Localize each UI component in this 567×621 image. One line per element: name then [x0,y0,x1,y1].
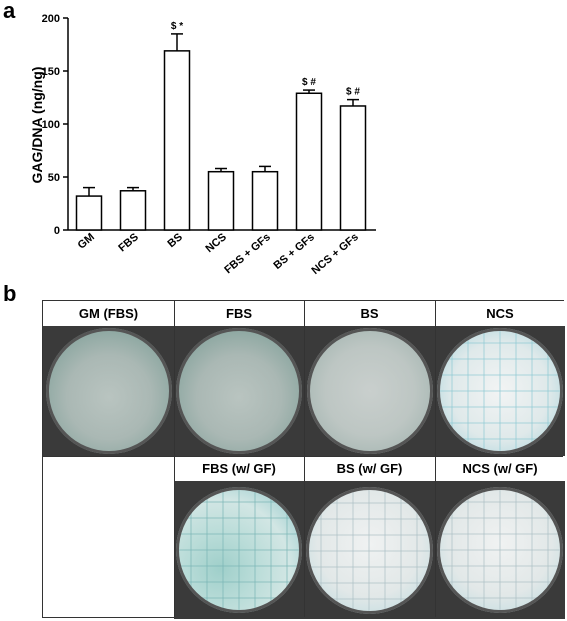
panel-b-letter: b [3,281,17,306]
staining-cell: FBS [174,301,304,456]
well-image [174,326,304,456]
bar [207,170,235,231]
culture-well [45,328,172,454]
x-tick-label: FBS + GFs [222,231,273,276]
significance-label: $ # [302,77,316,88]
culture-well [306,486,433,614]
grid-divider [43,456,563,457]
staining-cell: FBS (w/ GF) [174,456,304,619]
y-tick-label: 100 [42,119,60,131]
x-tick-label: BS + GFs [272,231,317,272]
x-tick-label: BS [166,231,185,250]
condition-label: FBS [174,301,304,327]
culture-well [306,328,433,454]
condition-label: BS (w/ GF) [304,456,435,482]
well-image [435,326,565,456]
staining-cell: NCS [435,301,565,456]
culture-well [437,328,563,454]
well-image [304,481,435,619]
well-image [304,326,435,456]
x-tick-label: NCS [203,231,229,255]
bar [339,105,367,231]
x-tick-label: NCS + GFs [309,231,360,277]
staining-cell: GM (FBS) [43,301,174,456]
grid-divider [435,301,436,617]
condition-label: NCS (w/ GF) [435,456,565,482]
bar [163,50,191,231]
grid-divider [304,301,305,617]
y-tick-label: 50 [48,172,60,184]
well-image [435,481,565,619]
grid-divider [174,301,175,617]
staining-cell: BS (w/ GF) [304,456,435,619]
staining-image-grid: GM (FBS) FBS BS NCS FBS (w/ GF) BS (w/ GF) NCS… [42,300,565,619]
staining-cell: BS [304,301,435,456]
bar [251,170,279,231]
chart-axes: 0 50 100 150 200 [42,13,376,237]
condition-label: FBS (w/ GF) [174,456,304,482]
culture-well [176,328,302,454]
x-tick-label: GM [76,231,97,252]
panel-a-letter: a [3,0,16,23]
culture-well [176,487,302,613]
condition-label: NCS [435,301,565,327]
culture-well [437,487,563,613]
bar [295,92,323,231]
y-axis-label: GAG/DNA (ng/ng) [29,67,45,184]
well-image [43,326,174,456]
well-image [174,481,304,619]
significance-label: $ # [346,87,360,98]
bar [119,190,147,231]
y-tick-label: 200 [42,13,60,25]
staining-cell: NCS (w/ GF) [435,456,565,619]
significance-label: $ * [171,21,183,32]
y-tick-label: 0 [54,225,60,237]
empty-cell [43,456,174,619]
condition-label: BS [304,301,435,327]
x-tick-label: FBS [116,231,141,254]
y-tick-label: 150 [42,66,60,78]
bar [75,195,103,231]
condition-label: GM (FBS) [43,301,174,327]
